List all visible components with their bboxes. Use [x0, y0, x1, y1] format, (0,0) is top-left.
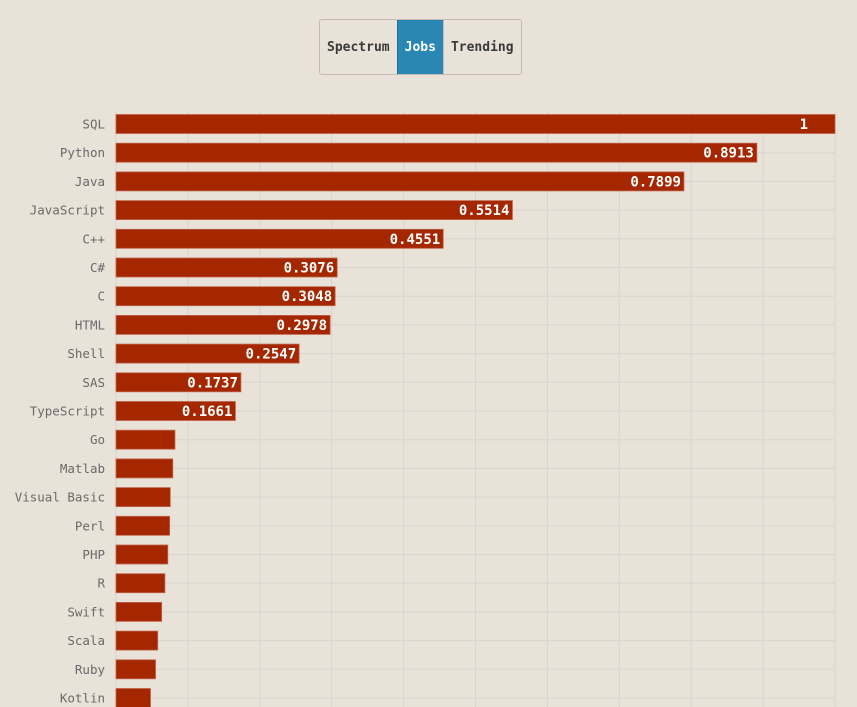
bar — [115, 372, 242, 393]
bar — [115, 228, 444, 249]
data-label: 0.2978 — [277, 318, 328, 334]
bar — [115, 515, 171, 536]
category-label: SQL — [82, 117, 105, 132]
category-label: Python — [60, 145, 105, 160]
bar — [115, 487, 171, 508]
category-label: Java — [75, 174, 105, 189]
category-label: R — [97, 576, 105, 591]
view-toggle: Spectrum Jobs Trending — [319, 19, 522, 75]
bar — [115, 429, 176, 450]
category-label: Visual Basic — [15, 490, 105, 505]
data-label: 0.3048 — [282, 289, 333, 305]
data-label: 0.3076 — [284, 261, 335, 277]
data-label: 0.1737 — [187, 375, 238, 391]
bar — [115, 659, 156, 680]
bar — [115, 171, 685, 192]
bar — [115, 114, 836, 134]
category-label: Scala — [67, 633, 105, 648]
bar — [115, 286, 336, 307]
data-label: 0.2547 — [246, 347, 297, 363]
bar — [115, 688, 151, 707]
category-label: Shell — [67, 346, 105, 361]
bar — [115, 401, 236, 421]
category-label: Swift — [67, 604, 105, 619]
data-label: 1 — [800, 117, 808, 133]
category-label: SAS — [82, 375, 105, 390]
category-label: Kotlin — [60, 691, 105, 706]
category-label: HTML — [75, 317, 105, 332]
bar — [115, 630, 159, 651]
category-label: PHP — [82, 547, 105, 562]
bar — [115, 573, 166, 594]
data-label: 0.7899 — [630, 174, 681, 190]
data-label: 0.5514 — [459, 203, 510, 219]
category-label: Perl — [75, 518, 105, 533]
toggle-jobs[interactable]: Jobs — [396, 20, 444, 74]
bar — [115, 200, 513, 221]
category-label: C — [97, 289, 105, 304]
data-label: 0.1661 — [182, 404, 233, 420]
category-label: Ruby — [75, 662, 106, 677]
bar — [115, 544, 169, 565]
data-label: 0.4551 — [390, 232, 441, 248]
category-label: JavaScript — [30, 203, 105, 218]
toggle-spectrum[interactable]: Spectrum — [327, 39, 390, 55]
bar — [115, 257, 338, 278]
category-label: Matlab — [60, 461, 105, 476]
bar — [115, 602, 163, 622]
data-label: 0.8913 — [703, 146, 754, 162]
category-label: C# — [90, 260, 106, 275]
bar — [115, 142, 758, 163]
category-label: C++ — [82, 231, 105, 246]
toggle-trending[interactable]: Trending — [450, 39, 514, 55]
bar — [115, 458, 174, 479]
bar — [115, 343, 300, 364]
category-label: Go — [90, 432, 105, 447]
bar — [115, 314, 331, 335]
category-label: TypeScript — [30, 404, 105, 419]
